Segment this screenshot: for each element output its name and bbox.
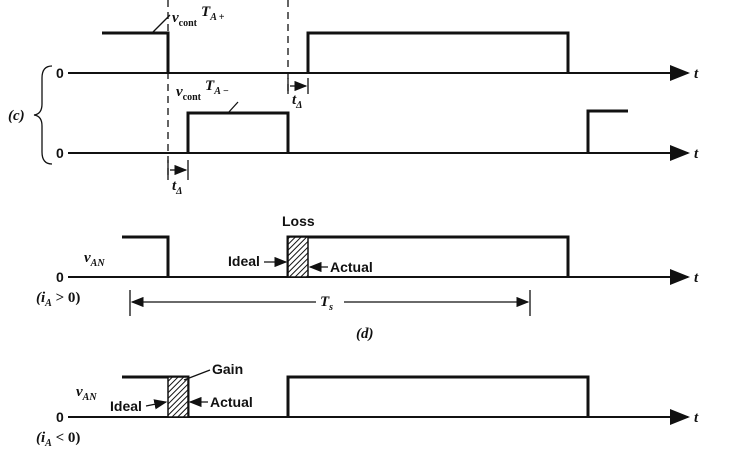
svg-text:vAN: vAN [84,250,105,269]
panel-c: (c) 0 t vcontTA + tΔ 0 t vcontTA − [8,0,699,197]
panel-c-label: (c) [8,108,25,124]
axis-top-zero: 0 [56,65,64,81]
ideal-label-e: Ideal [110,398,142,414]
loss-hatched-region [287,236,309,278]
label-van-d: vAN [84,250,105,269]
svg-text:(iA < 0): (iA < 0) [36,430,80,449]
condition-d: (iA > 0) [36,290,80,309]
condition-e: (iA < 0) [36,430,80,449]
gain-leader [183,369,211,381]
ideal-label-d: Ideal [228,253,260,269]
panel-c-brace [33,65,53,165]
panel-d-label: (d) [356,326,374,342]
axis-e-t: t [694,410,699,426]
waveform-ta-minus-leader [227,101,239,114]
axis-d-zero: 0 [56,269,64,285]
svg-text:vcontTA −: vcontTA − [176,78,229,103]
waveform-ta-plus [102,31,570,73]
svg-text:vAN: vAN [76,384,97,403]
svg-text:Ts: Ts [320,294,333,313]
panel-d: 0 t vAN Loss Ideal Actual (iA > 0) Ts (d… [36,213,699,342]
svg-text:(iA > 0): (iA > 0) [36,290,80,309]
svg-text:tΔ: tΔ [292,92,302,111]
label-vcont-ta-minus: vcontTA − [176,78,229,103]
waveform-ta-plus-leader [151,14,171,34]
axis-e-zero: 0 [56,409,64,425]
waveform-van-e [122,375,590,417]
axis-d-t: t [694,270,699,286]
axis-top-t: t [694,66,699,82]
waveform-ta-minus [186,109,628,153]
gain-hatched-region [167,376,189,418]
ideal-arrow-e [145,399,168,410]
axis-bottom-t: t [694,146,699,162]
tdelta-left-marker: tΔ [167,160,189,197]
tdelta-right-marker: tΔ [287,78,309,111]
actual-label-e: Actual [210,394,253,410]
gain-label: Gain [212,361,243,377]
panel-e: 0 t vAN Gain Ideal Actual (iA < 0) [36,361,699,449]
axis-bottom-zero: 0 [56,145,64,161]
svg-text:vcontTA +: vcontTA + [172,4,225,29]
label-van-e: vAN [76,384,97,403]
loss-label: Loss [282,213,315,229]
label-vcont-ta-plus: vcontTA + [172,4,225,29]
actual-label-d: Actual [330,259,373,275]
ts-dimension: Ts [129,290,531,316]
svg-text:tΔ: tΔ [172,178,182,197]
